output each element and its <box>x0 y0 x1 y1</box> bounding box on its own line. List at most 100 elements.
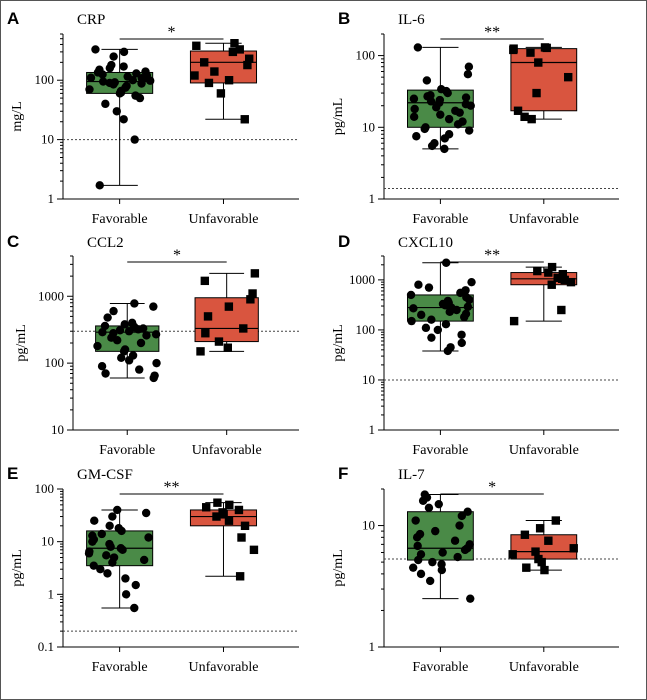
data-point-favorable-d <box>457 330 466 339</box>
data-point-unfavorable-c <box>223 343 232 352</box>
data-point-unfavorable-e <box>218 508 227 517</box>
data-point-unfavorable-d <box>547 280 556 289</box>
data-point-favorable-c <box>150 371 159 380</box>
data-point-unfavorable-a <box>240 115 249 124</box>
data-point-unfavorable-e <box>202 503 211 512</box>
data-point-favorable-f <box>457 511 467 521</box>
data-point-favorable-f <box>450 536 460 545</box>
data-point-favorable-c <box>136 338 146 348</box>
data-point-favorable-a <box>112 107 121 116</box>
y-axis-label-a: mg/L <box>10 101 25 131</box>
data-point-favorable-f <box>413 541 422 551</box>
y-axis-label-b: pg/mL <box>331 98 346 135</box>
data-point-unfavorable-a <box>210 67 219 76</box>
data-point-favorable-e <box>108 512 117 521</box>
y-tick-label-e: 1 <box>48 586 55 601</box>
data-point-unfavorable-c <box>224 302 234 311</box>
category-label-a: Favorable <box>92 212 148 227</box>
data-point-favorable-b <box>409 94 419 103</box>
data-point-unfavorable-d <box>566 277 576 287</box>
data-point-favorable-b <box>444 130 454 139</box>
data-point-unfavorable-f <box>551 516 561 525</box>
panel-letter-d: D <box>338 232 350 251</box>
data-point-unfavorable-a <box>224 76 234 85</box>
data-point-favorable-d <box>463 302 473 311</box>
data-point-favorable-c <box>93 341 102 351</box>
data-point-favorable-e <box>116 544 126 553</box>
data-point-unfavorable-e <box>240 521 250 531</box>
data-point-favorable-b <box>461 99 471 109</box>
data-point-favorable-b <box>412 132 421 141</box>
data-point-favorable-a <box>119 115 128 124</box>
data-point-unfavorable-e <box>235 572 245 581</box>
data-point-favorable-c <box>101 369 110 378</box>
panel-letter-b: B <box>338 9 350 28</box>
data-point-favorable-d <box>443 296 453 306</box>
data-point-favorable-b <box>426 91 435 100</box>
data-point-favorable-f <box>420 490 429 499</box>
data-point-favorable-e <box>121 590 131 599</box>
data-point-unfavorable-e <box>249 545 259 555</box>
data-point-favorable-e <box>90 516 99 525</box>
data-point-favorable-d <box>467 277 476 287</box>
data-point-unfavorable-f <box>569 544 578 553</box>
data-point-favorable-b <box>464 62 474 71</box>
data-point-favorable-d <box>433 325 443 335</box>
data-point-favorable-e <box>141 508 151 518</box>
y-tick-label-b: 100 <box>356 48 376 63</box>
data-point-favorable-b <box>430 139 439 148</box>
data-point-unfavorable-a <box>204 78 214 88</box>
data-point-unfavorable-f <box>531 547 540 556</box>
data-point-favorable-c <box>97 361 107 371</box>
data-point-favorable-c <box>149 302 158 311</box>
data-point-unfavorable-b <box>527 114 536 124</box>
data-point-favorable-d <box>427 315 436 324</box>
data-point-unfavorable-b <box>509 44 518 53</box>
category-label-e: Unfavorable <box>188 660 258 675</box>
data-point-favorable-c <box>117 353 126 363</box>
data-point-unfavorable-a <box>200 58 209 67</box>
data-point-unfavorable-f <box>522 563 531 572</box>
data-point-favorable-a <box>95 65 104 74</box>
panel-title-b: IL-6 <box>398 12 425 28</box>
data-point-unfavorable-b <box>532 88 541 98</box>
y-tick-label-e: 10 <box>41 534 54 549</box>
data-point-favorable-d <box>441 258 451 267</box>
data-point-unfavorable-e <box>225 500 234 510</box>
data-point-unfavorable-e <box>213 498 222 507</box>
data-point-favorable-e <box>105 539 114 549</box>
data-point-unfavorable-d <box>553 273 562 283</box>
category-label-d: Unfavorable <box>509 443 579 458</box>
y-tick-label-c: 1000 <box>38 288 64 303</box>
data-point-favorable-d <box>461 286 470 295</box>
data-point-favorable-b <box>440 144 449 154</box>
data-point-favorable-e <box>105 521 114 531</box>
data-point-favorable-f <box>425 576 435 586</box>
data-point-favorable-c <box>120 345 130 354</box>
y-tick-label-e: 100 <box>35 481 55 496</box>
data-point-favorable-f <box>434 499 443 509</box>
data-point-favorable-c <box>109 329 118 338</box>
category-label-c: Unfavorable <box>192 443 262 458</box>
data-point-unfavorable-b <box>526 48 535 57</box>
data-point-favorable-c <box>100 321 110 331</box>
data-point-favorable-f <box>428 557 437 567</box>
data-point-favorable-a <box>101 99 110 109</box>
data-point-favorable-e <box>102 551 111 560</box>
data-point-unfavorable-f <box>508 550 517 559</box>
data-point-favorable-a <box>119 47 129 57</box>
category-label-a: Unfavorable <box>188 212 258 227</box>
data-point-favorable-f <box>437 560 446 569</box>
data-point-unfavorable-b <box>564 72 573 82</box>
data-point-unfavorable-c <box>214 337 224 346</box>
significance-label-f: * <box>488 479 496 496</box>
y-axis-label-f: pg/mL <box>331 549 346 586</box>
data-point-unfavorable-d <box>557 305 566 315</box>
data-point-favorable-d <box>441 320 451 329</box>
data-point-favorable-f <box>411 516 420 525</box>
data-point-favorable-d <box>446 343 455 352</box>
data-point-favorable-b <box>436 110 445 119</box>
y-tick-label-f: 10 <box>362 518 375 533</box>
